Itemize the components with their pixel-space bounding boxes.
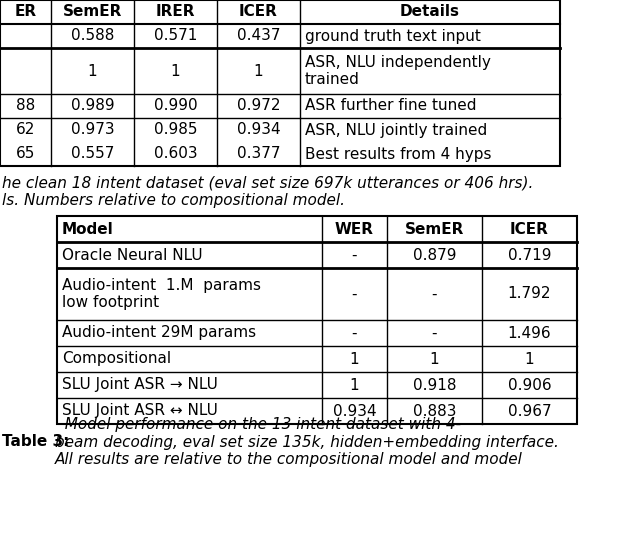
- Text: 0.719: 0.719: [508, 247, 551, 262]
- Text: Audio-intent  1.M  params
low footprint: Audio-intent 1.M params low footprint: [62, 278, 261, 310]
- Text: Compositional: Compositional: [62, 351, 171, 366]
- Text: 0.967: 0.967: [508, 404, 551, 419]
- Text: Model performance on the 13 intent dataset with 4-
beam decoding, eval set size : Model performance on the 13 intent datas…: [55, 417, 559, 467]
- Text: Details: Details: [400, 4, 460, 19]
- Text: 0.437: 0.437: [237, 28, 280, 43]
- Text: 1: 1: [349, 378, 359, 393]
- Text: IRER: IRER: [156, 4, 195, 19]
- Text: -: -: [352, 286, 357, 301]
- Text: 1: 1: [349, 351, 359, 366]
- Text: Model: Model: [62, 221, 114, 236]
- Bar: [0, 0, 560, 166]
- Text: 0.989: 0.989: [70, 98, 115, 113]
- Bar: [57, 216, 577, 424]
- Text: WER: WER: [335, 221, 374, 236]
- Text: 0.990: 0.990: [154, 98, 197, 113]
- Text: 65: 65: [16, 146, 35, 161]
- Text: -: -: [432, 325, 437, 340]
- Text: 0.973: 0.973: [70, 122, 115, 137]
- Text: -: -: [352, 325, 357, 340]
- Text: SLU Joint ASR → NLU: SLU Joint ASR → NLU: [62, 378, 218, 393]
- Text: 1: 1: [253, 63, 263, 78]
- Text: 1: 1: [171, 63, 180, 78]
- Text: Audio-intent 29M params: Audio-intent 29M params: [62, 325, 256, 340]
- Text: 1: 1: [429, 351, 439, 366]
- Text: 1: 1: [88, 63, 97, 78]
- Text: 1.496: 1.496: [508, 325, 551, 340]
- Text: ASR, NLU jointly trained: ASR, NLU jointly trained: [305, 122, 487, 137]
- Text: 0.918: 0.918: [413, 378, 456, 393]
- Text: 0.588: 0.588: [71, 28, 114, 43]
- Text: 0.906: 0.906: [508, 378, 551, 393]
- Text: 0.985: 0.985: [154, 122, 197, 137]
- Text: 0.934: 0.934: [237, 122, 280, 137]
- Text: ER: ER: [15, 4, 36, 19]
- Text: -: -: [432, 286, 437, 301]
- Text: ground truth text input: ground truth text input: [305, 28, 481, 43]
- Text: -: -: [352, 247, 357, 262]
- Text: he clean 18 intent dataset (eval set size 697k utterances or 406 hrs).: he clean 18 intent dataset (eval set siz…: [2, 176, 533, 191]
- Text: 0.571: 0.571: [154, 28, 197, 43]
- Text: ASR, NLU independently
trained: ASR, NLU independently trained: [305, 55, 491, 87]
- Text: 62: 62: [16, 122, 35, 137]
- Text: ls. Numbers relative to compositional model.: ls. Numbers relative to compositional mo…: [2, 193, 345, 208]
- Text: SLU Joint ASR ↔ NLU: SLU Joint ASR ↔ NLU: [62, 404, 218, 419]
- Text: 0.879: 0.879: [413, 247, 456, 262]
- Text: 1.792: 1.792: [508, 286, 551, 301]
- Text: 88: 88: [16, 98, 35, 113]
- Text: 0.883: 0.883: [413, 404, 456, 419]
- Text: 0.377: 0.377: [237, 146, 280, 161]
- Text: Table 3:: Table 3:: [2, 434, 69, 449]
- Text: ICER: ICER: [239, 4, 278, 19]
- Text: 1: 1: [525, 351, 534, 366]
- Text: 0.603: 0.603: [154, 146, 197, 161]
- Text: SemER: SemER: [405, 221, 464, 236]
- Text: 0.972: 0.972: [237, 98, 280, 113]
- Text: ICER: ICER: [510, 221, 549, 236]
- Text: Oracle Neural NLU: Oracle Neural NLU: [62, 247, 203, 262]
- Text: 0.557: 0.557: [71, 146, 114, 161]
- Text: SemER: SemER: [63, 4, 122, 19]
- Text: ASR further fine tuned: ASR further fine tuned: [305, 98, 477, 113]
- Text: Best results from 4 hyps: Best results from 4 hyps: [305, 146, 492, 161]
- Text: 0.934: 0.934: [333, 404, 376, 419]
